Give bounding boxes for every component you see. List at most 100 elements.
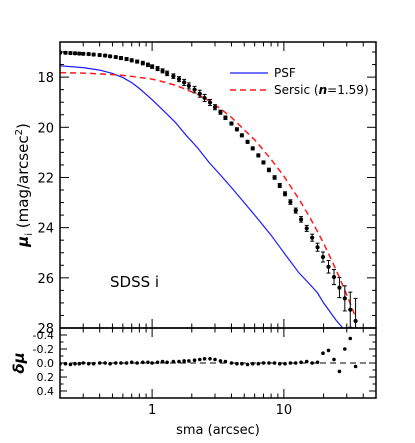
sersic-curve [60,71,357,318]
residual-point [141,360,145,365]
main-panel: 18 20 22 24 26 28 μi (mag/arcsec2) SDSS i PSF… [14,41,377,337]
data-point [277,182,282,189]
data-point [272,175,277,180]
residual-point [277,361,282,366]
data-point [97,52,102,58]
data-point [212,104,218,111]
residual-point [283,361,287,366]
residual-point [353,364,358,369]
residual-point [240,361,244,366]
residual-point [91,361,96,366]
data-point [298,216,304,223]
data-point [91,52,96,57]
residual-point [146,360,150,365]
residual-point [192,358,197,363]
data-point [261,160,266,165]
residual-y-tick-label: -0.4 [33,329,54,342]
psf-curve [60,65,344,328]
data-point [186,82,191,90]
data-point [245,139,250,144]
x-axis-label: sma (arcsec) [176,423,260,438]
data-point [140,60,145,66]
data-point [129,58,134,63]
residual-point [208,357,212,361]
residual-plot-frame [59,327,377,399]
residual-point [135,361,139,365]
data-point [266,167,272,173]
data-point [288,199,293,205]
data-point [229,121,234,126]
residual-point [182,359,186,363]
residual-point [155,360,160,365]
residual-point [235,361,239,366]
residual-point [187,359,191,363]
data-point [326,260,331,274]
data-point [155,66,160,72]
data-point [234,127,240,132]
data-point [304,224,309,232]
annotation-sdss-i: SDSS i [110,273,159,291]
data-point [207,98,213,106]
residual-point [332,357,336,362]
data-point [353,297,358,328]
residual-y-tick-label: 0.4 [37,385,55,398]
data-point [342,285,347,312]
legend: PSF Sersic (n=1.59) [230,66,369,97]
data-point [150,64,155,69]
data-point [103,53,108,58]
residual-point [63,361,68,366]
legend-psf-label: PSF [274,66,296,80]
data-point [118,55,124,61]
residual-y-tick-label: -0.2 [33,343,54,356]
residual-point [202,357,207,361]
data-point [197,89,202,98]
x-tick-label: 1 [148,403,156,418]
residual-point [177,359,181,364]
data-point [77,51,82,56]
residual-point [343,347,347,351]
data-point [86,51,91,57]
data-point [331,269,337,286]
residual-point [321,351,325,356]
data-point [171,73,176,79]
data-point [202,93,207,102]
x-tick-label: 10 [276,403,293,418]
residual-point [108,361,112,366]
residual-point [315,360,320,365]
data-point [315,242,320,252]
data-point [337,277,342,299]
main-series-group [60,50,358,328]
main-y-tick-labels: 18 20 22 24 26 28 [37,71,54,337]
data-point [145,62,151,68]
y-tick-label: 18 [37,71,54,86]
residual-point [348,336,353,341]
data-point [108,54,113,59]
data-point [165,70,170,77]
data-point [256,153,261,158]
residual-point [197,357,202,362]
residual-point [73,361,77,366]
y-tick-label: 24 [37,222,54,237]
data-point [63,50,68,55]
residual-point [213,357,217,362]
residual-point [250,361,255,366]
residual-series-group [60,336,358,374]
residual-point [337,369,342,374]
x-tick-labels: 1 10 [148,403,292,418]
data-point [223,115,228,121]
y-axis-label: μi (mag/arcsec2) [14,123,35,248]
data-point [160,68,165,74]
data-point [72,51,78,56]
y-tick-label: 20 [37,121,54,136]
data-point [182,78,187,86]
residual-point [299,360,303,365]
data-point [192,85,197,94]
residual-point [267,361,271,365]
residual-panel: -0.4-0.20.00.20.4 1 10 δμ sma (arcsec) [10,327,377,438]
data-point [218,109,223,115]
data-point [293,207,298,214]
residual-y-tick-label: 0.0 [37,357,55,370]
residual-point [124,361,129,365]
data-point [176,76,182,83]
y-tick-label: 22 [37,171,54,186]
